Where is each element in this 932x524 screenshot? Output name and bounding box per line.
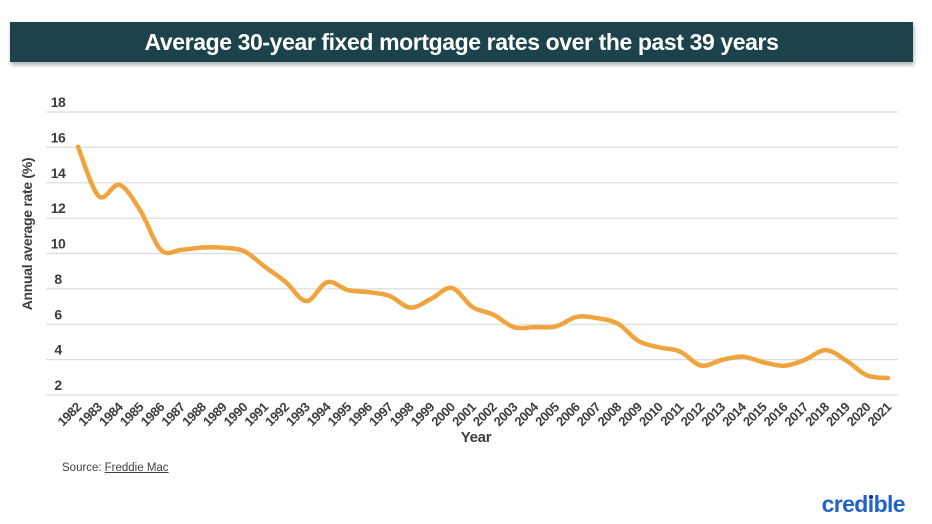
y-tick-label: 10 <box>51 236 66 252</box>
y-tick-label: 16 <box>51 129 66 145</box>
chart-title: Average 30-year fixed mortgage rates ove… <box>144 28 779 55</box>
y-tick-label: 18 <box>51 94 66 110</box>
x-axis-title: Year <box>461 429 492 446</box>
rate-line <box>75 144 891 381</box>
logo-text-pre: cred <box>821 491 869 517</box>
source-link-freddie-mac[interactable]: Freddie Mac <box>104 462 169 474</box>
y-tick-label: 6 <box>54 306 62 322</box>
x-tick-label: 2021 <box>864 399 894 429</box>
logo-letter-i: ı <box>868 491 874 518</box>
credible-logo: credı ble <box>821 491 906 518</box>
logo-i-dot <box>868 494 874 499</box>
logo-text-post: ble <box>873 491 906 517</box>
y-tick-label: 4 <box>54 342 62 358</box>
logo-i-stem: ı <box>867 491 874 517</box>
source-prefix: Source: <box>62 462 102 474</box>
y-tick-label: 12 <box>51 200 66 216</box>
y-axis-title: Annual average rate (%) <box>19 158 35 311</box>
mortgage-rate-chart: 2468101214161819821983198419851986198719… <box>19 94 898 446</box>
y-tick-label: 14 <box>51 165 66 181</box>
y-tick-label: 8 <box>54 271 62 287</box>
source-note: Source: Freddie Mac <box>62 462 169 474</box>
title-bar: Average 30-year fixed mortgage rates ove… <box>10 22 913 62</box>
y-tick-label: 2 <box>54 377 62 393</box>
